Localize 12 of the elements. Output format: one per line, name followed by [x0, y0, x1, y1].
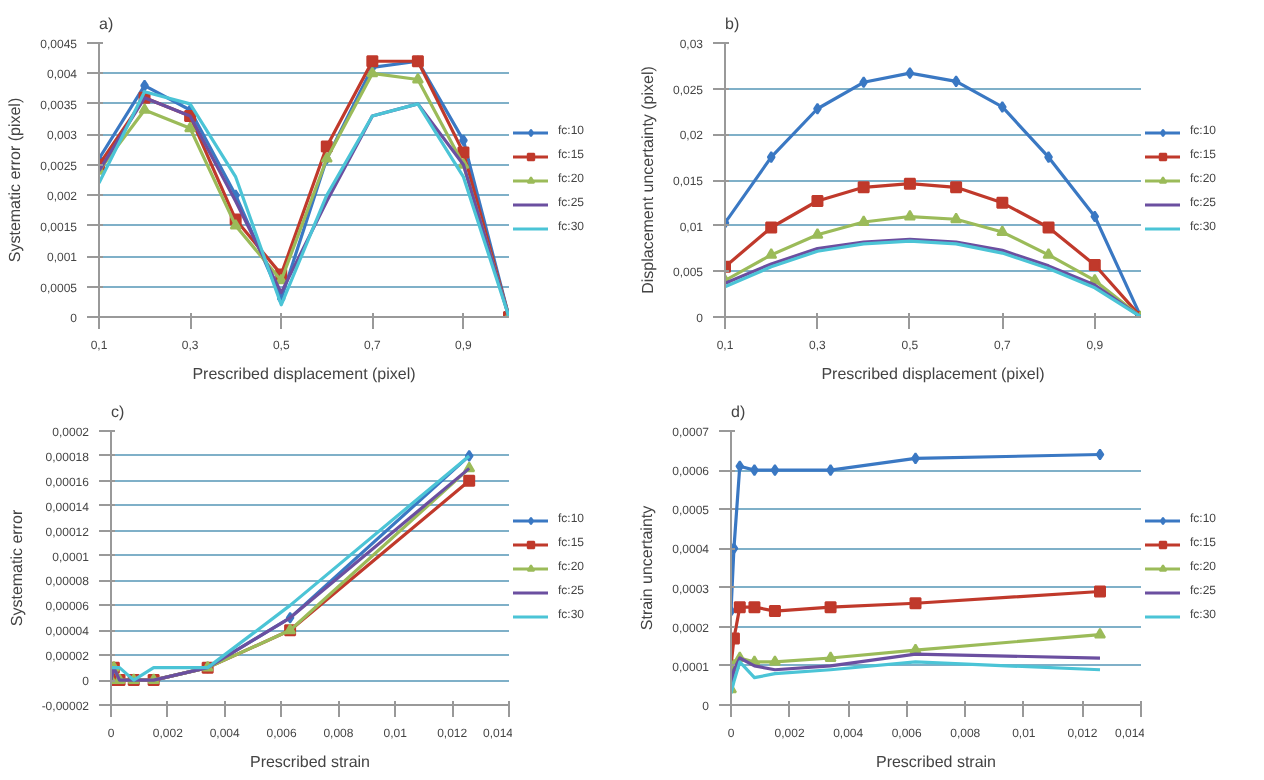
x-axis-title: Prescribed strain — [249, 753, 371, 771]
y-axis-title: Systematic error — [7, 509, 26, 627]
y-axis-title: Strain uncertainty — [638, 505, 657, 631]
y-axis-title: Displacement uncertainty (pixel) — [638, 65, 657, 294]
chart-title: a) — [99, 15, 114, 33]
x-axis-title: Prescribed strain — [875, 753, 997, 771]
chart-title: d) — [731, 403, 746, 421]
x-axis-title: Prescribed displacement (pixel) — [192, 365, 417, 383]
chart-title: b) — [725, 15, 740, 33]
x-axis-title: Prescribed displacement (pixel) — [821, 365, 1046, 383]
y-axis-title: Systematic error (pixel) — [6, 97, 25, 263]
chart-title: c) — [111, 403, 125, 421]
